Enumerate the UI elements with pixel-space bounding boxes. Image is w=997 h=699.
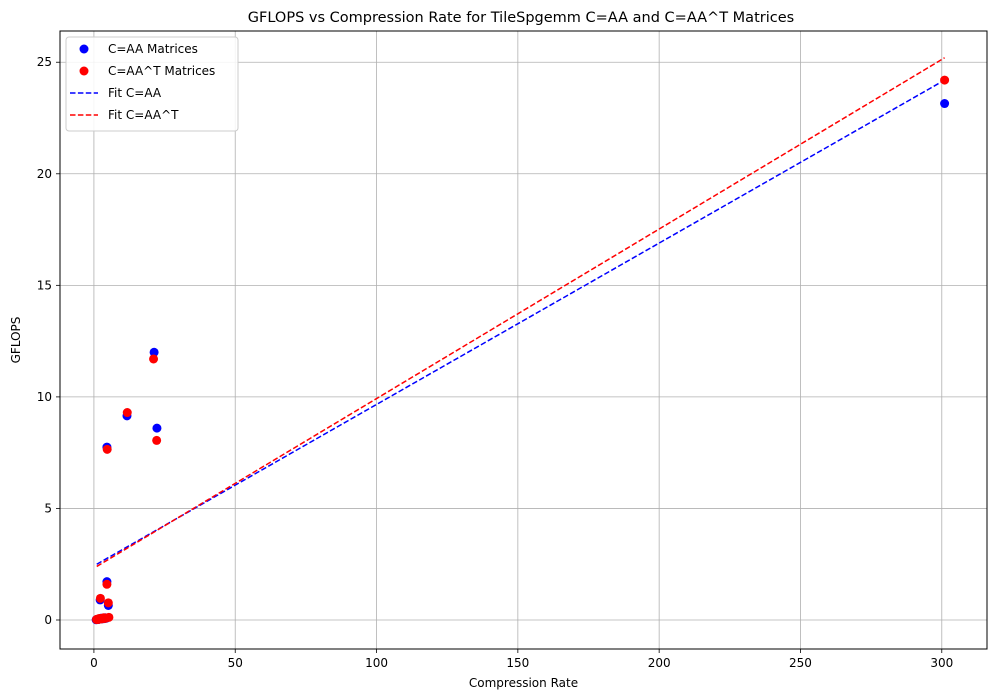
data-point-series-1 bbox=[102, 444, 112, 454]
y-tick-label: 15 bbox=[37, 278, 52, 292]
y-tick-label: 0 bbox=[44, 613, 52, 627]
data-point-series-1 bbox=[122, 408, 132, 418]
data-point-series-1 bbox=[940, 75, 950, 85]
legend-marker bbox=[79, 66, 89, 76]
y-axis-label: GFLOPS bbox=[9, 317, 23, 364]
fit-lines bbox=[96, 57, 945, 568]
legend-label: C=AA^T Matrices bbox=[108, 64, 215, 78]
data-point-series-1 bbox=[104, 612, 114, 622]
data-point-series-1 bbox=[149, 354, 159, 364]
data-point-series-1 bbox=[102, 579, 112, 589]
data-point-series-1 bbox=[95, 593, 105, 603]
x-axis-label: Compression Rate bbox=[469, 676, 578, 690]
legend-label: C=AA Matrices bbox=[108, 42, 198, 56]
y-tick-label: 5 bbox=[44, 501, 52, 515]
x-tick-label: 50 bbox=[228, 656, 243, 670]
fit-line-2 bbox=[96, 79, 945, 565]
y-tick-label: 10 bbox=[37, 390, 52, 404]
y-tick-label: 20 bbox=[37, 167, 52, 181]
x-tick-label: 150 bbox=[506, 656, 529, 670]
x-tick-label: 0 bbox=[90, 656, 98, 670]
legend: C=AA Matrices C=AA^T Matrices Fit C=AA Fit … bbox=[65, 36, 239, 132]
data-point-series-0 bbox=[149, 347, 159, 357]
data-point-series-0 bbox=[152, 423, 162, 433]
x-tick-label: 100 bbox=[365, 656, 388, 670]
y-tick-label: 25 bbox=[37, 55, 52, 69]
legend-label: Fit C=AA^T bbox=[108, 108, 179, 122]
legend-marker bbox=[79, 44, 89, 54]
fit-line-3 bbox=[96, 57, 945, 568]
chart-title: GFLOPS vs Compression Rate for TileSpgem… bbox=[248, 10, 794, 26]
axes-frame bbox=[59, 30, 988, 650]
x-tick-label: 300 bbox=[930, 656, 953, 670]
data-point-series-0 bbox=[940, 99, 950, 109]
legend-box bbox=[65, 36, 239, 132]
legend-label: Fit C=AA bbox=[108, 86, 162, 100]
data-point-series-1 bbox=[152, 435, 162, 445]
data-point-series-1 bbox=[103, 598, 113, 608]
axis-ticks: 0 50 100 150 200 250 300 0 5 10 15 20 25 bbox=[37, 55, 954, 670]
x-tick-label: 250 bbox=[789, 656, 812, 670]
grid-layer bbox=[60, 31, 987, 649]
data-points bbox=[91, 75, 950, 625]
x-tick-label: 200 bbox=[648, 656, 671, 670]
